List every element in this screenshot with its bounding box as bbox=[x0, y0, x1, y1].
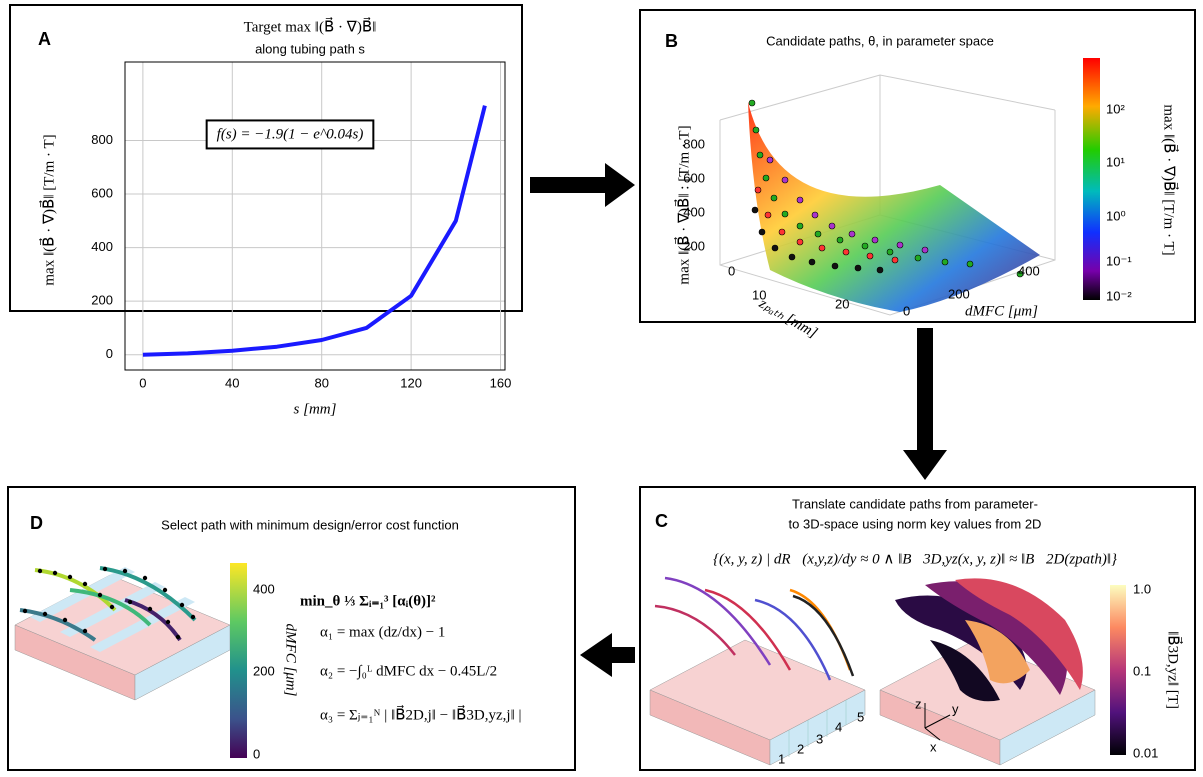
alpha-1: α₁ = max (dz/dx) − 1 bbox=[320, 624, 445, 640]
axis-triad bbox=[924, 703, 951, 741]
colorbar-label: dMFC [μm] bbox=[283, 624, 299, 697]
slab bbox=[14, 566, 231, 701]
alpha-2: α₂ = −∫₀ᴸ dMFC dx − 0.45L/2 bbox=[320, 663, 497, 679]
colorbar bbox=[1110, 585, 1126, 755]
panel-title: to 3D-space using norm key values from 2… bbox=[789, 516, 1042, 531]
plot-frame bbox=[124, 61, 506, 371]
x-tick-label: 20 bbox=[835, 296, 849, 311]
y-tick-label: 800 bbox=[91, 132, 113, 147]
x-tick-label: 40 bbox=[225, 375, 239, 390]
slab-left bbox=[649, 576, 866, 766]
slab-right bbox=[879, 578, 1096, 766]
colorbar bbox=[230, 563, 247, 758]
formula: {(x, y, z) | dR⃗(x,y,z)/dy ≈ 0 ∧ ‖B⃗3D,y… bbox=[713, 551, 1117, 567]
colorbar-tick: 0.1 bbox=[1133, 663, 1151, 678]
panel-label: D bbox=[30, 513, 43, 533]
panel-b: B Candidate paths, θ, in parameter space bbox=[665, 31, 1179, 342]
axis-letter: x bbox=[930, 739, 937, 754]
surface bbox=[748, 102, 1040, 312]
y-tick-label: 0 bbox=[106, 346, 113, 361]
axis-letter: y bbox=[952, 701, 959, 716]
colorbar-tick: 10⁻² bbox=[1106, 288, 1132, 303]
y-tick-label: 400 bbox=[91, 239, 113, 254]
slab-number: 5 bbox=[857, 709, 864, 724]
y-tick-label: 0 bbox=[903, 303, 910, 318]
colorbar-tick: 0.01 bbox=[1133, 745, 1158, 760]
panel-label: C bbox=[655, 511, 668, 531]
chart-title: Target max ‖(B⃗ · ∇)B⃗‖ bbox=[244, 17, 377, 36]
arrow-left bbox=[580, 633, 635, 677]
x-axis-label: zₚₐₜₕ [mm] bbox=[755, 295, 820, 342]
colorbar-tick: 10² bbox=[1106, 101, 1125, 116]
colorbar-tick: 10¹ bbox=[1106, 154, 1125, 169]
z-tick-label: 200 bbox=[683, 238, 705, 253]
x-tick-label: 120 bbox=[400, 375, 422, 390]
panel-a: A Target max ‖(B⃗ · ∇)B⃗‖ along tubing p… bbox=[38, 17, 511, 418]
z-tick-label: 400 bbox=[683, 204, 705, 219]
colorbar-label: max ‖(B⃗ · ∇)B⃗‖ [T/m · T] bbox=[1161, 104, 1180, 255]
y-axis-label: dMFC [μm] bbox=[965, 303, 1038, 319]
candidate-paths bbox=[748, 99, 1024, 278]
annotation: f(s) = −1.9(1 − e^0.04s) bbox=[217, 126, 364, 142]
arrow-right bbox=[530, 163, 635, 207]
chart-subtitle: along tubing path s bbox=[255, 41, 365, 56]
y-axis-label: max ‖(B⃗ · ∇)B⃗‖ [T/m · T] bbox=[39, 134, 58, 285]
colorbar-tick: 200 bbox=[253, 663, 275, 678]
y-tick-label: 600 bbox=[91, 185, 113, 200]
y-tick-label: 400 bbox=[1018, 263, 1040, 278]
objective: min_θ ⅓ Σᵢ₌₁³ [αᵢ(θ)]² bbox=[300, 593, 436, 609]
colorbar-tick: 10⁰ bbox=[1106, 208, 1126, 223]
x-axis-label: s [mm] bbox=[294, 401, 337, 417]
colorbar-tick: 10⁻¹ bbox=[1106, 253, 1132, 268]
colorbar-tick: 400 bbox=[253, 581, 275, 596]
colorbar-tick: 0 bbox=[253, 746, 260, 761]
panel-label: A bbox=[38, 29, 51, 49]
slab-number: 4 bbox=[835, 719, 842, 734]
panel-c-frame bbox=[639, 486, 1196, 771]
panel-d-frame bbox=[7, 486, 576, 771]
panel-title: Select path with minimum design/error co… bbox=[161, 517, 459, 532]
z-tick-label: 600 bbox=[683, 170, 705, 185]
colorbar bbox=[1083, 58, 1100, 300]
y-tick-label: 200 bbox=[948, 286, 970, 301]
x-tick-label: 80 bbox=[314, 375, 328, 390]
z-tick-label: 800 bbox=[683, 136, 705, 151]
x-tick-label: 10 bbox=[752, 287, 766, 302]
panel-b-frame bbox=[639, 9, 1196, 323]
panel-label: B bbox=[665, 31, 678, 51]
annotation-box bbox=[205, 119, 375, 150]
slab-number: 2 bbox=[797, 741, 804, 756]
axis-letter: z bbox=[915, 696, 922, 711]
slab-number: 1 bbox=[778, 751, 785, 766]
panel-a-frame bbox=[9, 4, 523, 312]
colorbar-tick: 1.0 bbox=[1133, 581, 1151, 596]
colorbar-label: ‖B⃗3D,yz‖ [T] bbox=[1165, 631, 1184, 709]
panel-d: D Select path with minimum design/error … bbox=[14, 513, 522, 761]
x-tick-label: 0 bbox=[139, 375, 146, 390]
alpha-3: α₃ = Σⱼ₌₁ᴺ | ‖B⃗2D,j‖ − ‖B⃗3D,yz,j‖ | bbox=[320, 705, 522, 724]
x-tick-label: 160 bbox=[490, 375, 512, 390]
panel-title: Candidate paths, θ, in parameter space bbox=[766, 33, 994, 48]
slab-number: 3 bbox=[816, 731, 823, 746]
panel-c: C Translate candidate paths from paramet… bbox=[649, 496, 1184, 766]
x-tick-label: 0 bbox=[728, 263, 735, 278]
panel-title: Translate candidate paths from parameter… bbox=[792, 496, 1038, 511]
y-tick-label: 200 bbox=[91, 293, 113, 308]
z-axis-label: max ‖(B⃗ · ∇)B⃗‖ : [T/m · T] bbox=[674, 125, 693, 284]
arrow-down bbox=[903, 328, 947, 480]
data-line bbox=[142, 105, 487, 357]
